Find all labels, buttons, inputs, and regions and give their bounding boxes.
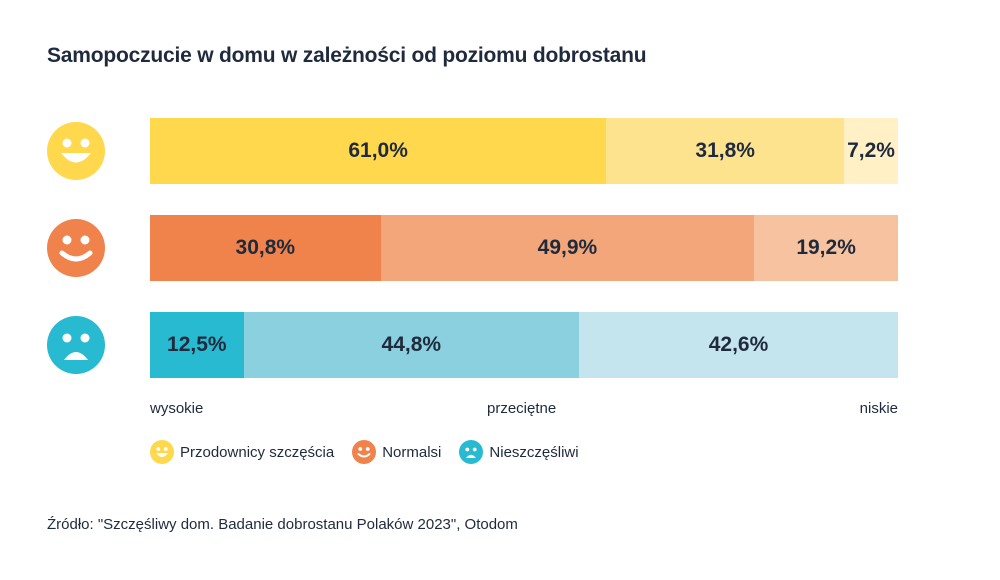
legend-item-nieszczesliwi: Nieszczęśliwi: [459, 440, 579, 464]
data-label: 49,9%: [537, 236, 598, 259]
bar-row-normalsi: 30,8% 49,9% 19,2%: [150, 215, 898, 281]
bar-segment-normalsi-przeciętne: 49,9%: [380, 215, 755, 281]
data-label: 61,0%: [348, 139, 408, 162]
data-label: 19,2%: [796, 236, 856, 259]
legend-label-nieszczesliwi: Nieszczęśliwi: [489, 443, 579, 461]
data-label: 44,8%: [381, 333, 442, 356]
bar-segment-nieszczesliwi-wysokie: 12,5%: [150, 312, 244, 378]
bar-segment-normalsi-niskie: 19,2%: [754, 215, 898, 281]
happy-face-icon: [47, 122, 105, 180]
legend-smile-face-icon: [352, 440, 377, 464]
sad-face-icon: [47, 316, 105, 374]
bar-segment-przodownicy-wysokie: 61,0%: [150, 118, 607, 184]
bar-segment-przodownicy-niskie: 7,2%: [844, 118, 898, 184]
bar-segment-przodownicy-przeciętne: 31,8%: [606, 118, 845, 184]
legend-item-normalsi: Normalsi: [352, 440, 441, 464]
legend-label-normalsi: Normalsi: [382, 443, 442, 461]
source-note: Źródło: "Szczęśliwy dom. Badanie dobrost…: [47, 516, 518, 533]
smile-face-icon: [47, 219, 105, 277]
bar-segment-normalsi-wysokie: 30,8%: [150, 215, 381, 281]
legend: Przodownicy szczęścia Normalsi Nieszczęś…: [150, 440, 597, 464]
legend-sad-face-icon: [459, 440, 484, 464]
axis-label-niskie: niskie: [859, 400, 898, 417]
axis-label-przecietne: przeciętne: [487, 400, 557, 417]
data-label: 7,2%: [847, 139, 895, 162]
legend-happy-face-icon: [150, 440, 174, 464]
bar-row-nieszczesliwi: 12,5% 44,8% 42,6%: [150, 312, 898, 378]
data-label: 42,6%: [708, 333, 769, 356]
bar-segment-nieszczesliwi-niskie: 42,6%: [579, 312, 898, 378]
chart-title: Samopoczucie w domu w zależności od pozi…: [47, 44, 647, 67]
legend-item-przodownicy: Przodownicy szczęścia: [150, 440, 334, 464]
data-label: 31,8%: [695, 139, 755, 162]
data-label: 30,8%: [235, 236, 296, 259]
data-label: 12,5%: [167, 333, 227, 356]
axis-label-wysokie: wysokie: [150, 400, 204, 417]
bar-segment-nieszczesliwi-przeciętne: 44,8%: [243, 312, 580, 378]
bar-row-przodownicy: 61,0% 31,8% 7,2%: [150, 118, 898, 184]
legend-label-przodownicy: Przodownicy szczęścia: [180, 443, 335, 461]
